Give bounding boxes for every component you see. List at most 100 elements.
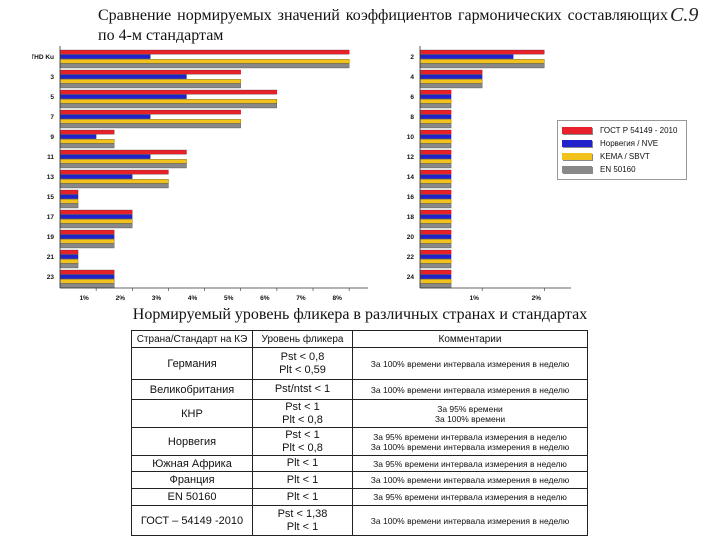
bar [419, 219, 452, 224]
bar [59, 223, 133, 229]
category-label: 13 [47, 174, 55, 181]
bar [59, 94, 187, 99]
legend-item-norway: Норвегия / NVE [562, 138, 658, 149]
level-value: Plt < 1 [286, 520, 319, 533]
legend-swatch [562, 153, 592, 160]
x-tick-label: 3% [152, 295, 162, 302]
table-row: Франция Plt < 1 За 100% времени интервал… [131, 471, 588, 489]
comment-cell: За 100% времени интервала измерения в не… [352, 379, 588, 400]
bar [419, 143, 452, 149]
bar [59, 194, 79, 199]
bar [59, 54, 151, 59]
bar [419, 159, 452, 164]
bar [59, 69, 241, 75]
comment-text: За 100% времени интервала измерения в не… [370, 515, 570, 526]
comment-text: За 95% времени [437, 403, 503, 414]
bar [419, 223, 452, 229]
comment-text: За 100% времени интервала измерения в не… [370, 475, 570, 485]
bar [419, 149, 452, 155]
bar [59, 203, 79, 209]
bar [419, 179, 452, 184]
comment-text: За 95% времени интервала измерения в нед… [373, 458, 567, 469]
bar [419, 119, 452, 124]
comment-cell: За 100% времени интервала измерения в не… [352, 471, 588, 489]
x-tick-label: 6% [260, 295, 270, 302]
page-title: Сравнение нормируемых значений коэффицие… [98, 7, 668, 44]
bar [59, 149, 187, 155]
bar [59, 229, 115, 235]
x-tick-label: 2% [116, 295, 126, 302]
bar [419, 203, 452, 209]
bar [59, 199, 79, 204]
bar [419, 79, 483, 84]
level-value: Plt < 0,8 [282, 441, 323, 454]
x-tick-label: 2% [532, 295, 542, 302]
bar [419, 239, 452, 244]
x-tick-label: 8% [332, 295, 342, 302]
bar [419, 59, 545, 64]
legend-label: EN 50160 [600, 165, 636, 174]
table-row: EN 50160 Plt < 1 За 95% времени интервал… [131, 488, 588, 506]
category-label: 21 [47, 254, 55, 261]
bar [59, 269, 115, 275]
bar [419, 114, 452, 119]
legend-swatch [562, 140, 592, 147]
x-tick-label: 5% [224, 295, 234, 302]
table-row: КНР Pst < 1 Plt < 0,8 За 95% времени За … [131, 399, 588, 428]
level-cell: Pst < 1,38 Plt < 1 [252, 505, 353, 536]
bar [419, 54, 514, 59]
table-row: Великобритания Pst/ntst < 1 За 100% врем… [131, 379, 588, 400]
bar [419, 63, 545, 69]
bar [419, 259, 452, 264]
bar [59, 189, 79, 195]
bar [59, 129, 115, 135]
legend-swatch [562, 166, 592, 173]
bar [59, 174, 133, 179]
bar [59, 109, 241, 115]
bar [419, 243, 452, 249]
category-label: 19 [47, 234, 55, 241]
column-header: Комментарии [352, 330, 588, 348]
level-value: Plt < 0,8 [282, 413, 323, 426]
category-label: 4 [410, 74, 414, 81]
bar [419, 183, 452, 189]
legend-item-gost: ГОСТ Р 54149 - 2010 [562, 125, 677, 136]
bar [419, 283, 452, 289]
bar [59, 209, 133, 215]
comment-cell: За 95% времени интервала измерения в нед… [352, 488, 588, 506]
bar [59, 103, 278, 109]
legend-item-en50160: EN 50160 [562, 164, 636, 175]
bar [419, 109, 452, 115]
level-value: Pst < 1,38 [277, 507, 328, 520]
bar [59, 163, 187, 169]
country-cell: Германия [131, 347, 253, 380]
comment-text: За 100% времени интервала измерения в не… [370, 358, 570, 369]
category-label: 3 [50, 74, 54, 81]
chart-odd-harmonics: THD Ku 3 5 7 9 11 13 15 17 19 21 23 1% 2% 3% 4% 5% 6% 7% 8% [32, 46, 368, 302]
category-label: 7 [50, 114, 54, 121]
category-label: 23 [47, 274, 55, 281]
bar [419, 123, 452, 129]
level-value: Pst/ntst < 1 [274, 383, 331, 395]
x-tick-label: 1% [79, 295, 89, 302]
category-label: 6 [410, 94, 414, 101]
category-label: 11 [47, 154, 54, 161]
country-cell: Франция [131, 471, 253, 489]
category-label: 2 [410, 54, 414, 61]
comment-text: За 100% времени интервала измерения в не… [370, 384, 570, 395]
level-cell: Plt < 1 [252, 455, 353, 472]
category-label: 14 [407, 174, 415, 181]
category-label: 12 [407, 154, 415, 161]
bar [59, 119, 241, 124]
bar [59, 243, 115, 249]
level-value: Pst < 0,8 [280, 350, 325, 363]
x-tick-label: 1% [469, 295, 479, 302]
category-label: 15 [47, 194, 55, 201]
comment-cell: За 95% времени За 100% времени [352, 399, 588, 428]
table-row: ГОСТ – 54149 -2010 Pst < 1,38 Plt < 1 За… [131, 505, 588, 536]
category-label: 8 [410, 114, 414, 121]
table-row: Южная Африка Plt < 1 За 95% времени инте… [131, 455, 588, 472]
bar [59, 179, 169, 184]
level-cell: Pst/ntst < 1 [252, 379, 353, 400]
